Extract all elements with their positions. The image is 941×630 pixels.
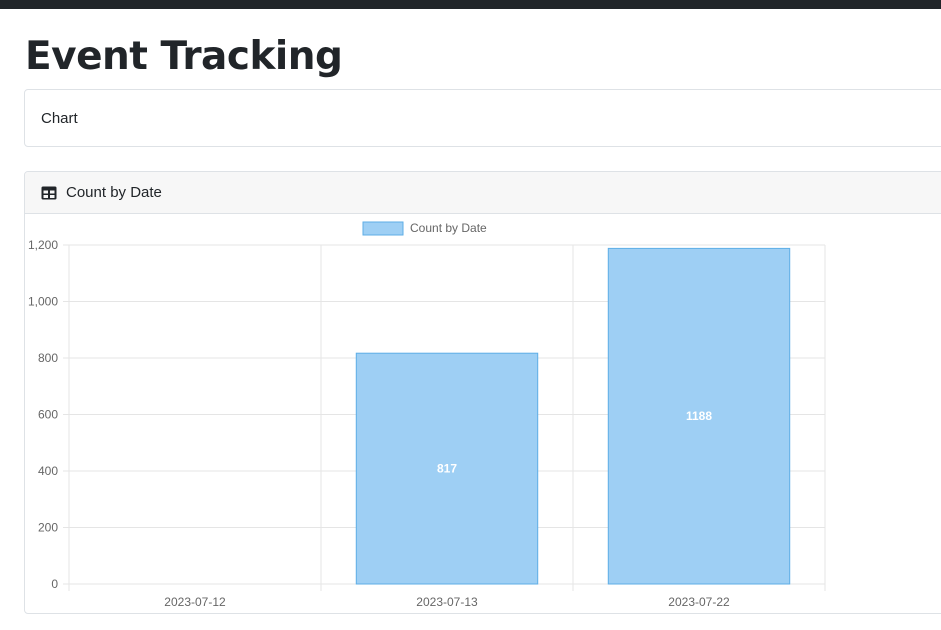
legend-swatch[interactable] [362,221,404,236]
table-icon [41,186,57,199]
y-tick-label: 800 [38,351,58,365]
page-title: Event Tracking [25,34,343,79]
y-tick-label: 200 [38,521,58,535]
bar[interactable] [607,247,791,585]
y-tick-label: 1,000 [28,295,58,309]
card-header: Count by Date [25,172,941,214]
bar-data-label: 817 [437,462,457,476]
card-title: Count by Date [66,184,162,201]
bar-data-label: 1188 [686,409,712,423]
y-tick-label: 600 [38,408,58,422]
chart-tab-panel: Chart [24,89,941,147]
x-tick-label: 2023-07-13 [416,595,478,609]
x-tick-label: 2023-07-12 [164,595,226,609]
x-tick-label: 2023-07-22 [668,595,730,609]
chart-tab-label[interactable]: Chart [41,110,78,127]
y-tick-label: 1,200 [28,238,58,252]
y-tick-label: 0 [51,577,58,591]
legend-label[interactable]: Count by Date [410,221,487,235]
bar[interactable] [355,352,539,585]
top-navbar [0,0,941,9]
y-tick-label: 400 [38,464,58,478]
